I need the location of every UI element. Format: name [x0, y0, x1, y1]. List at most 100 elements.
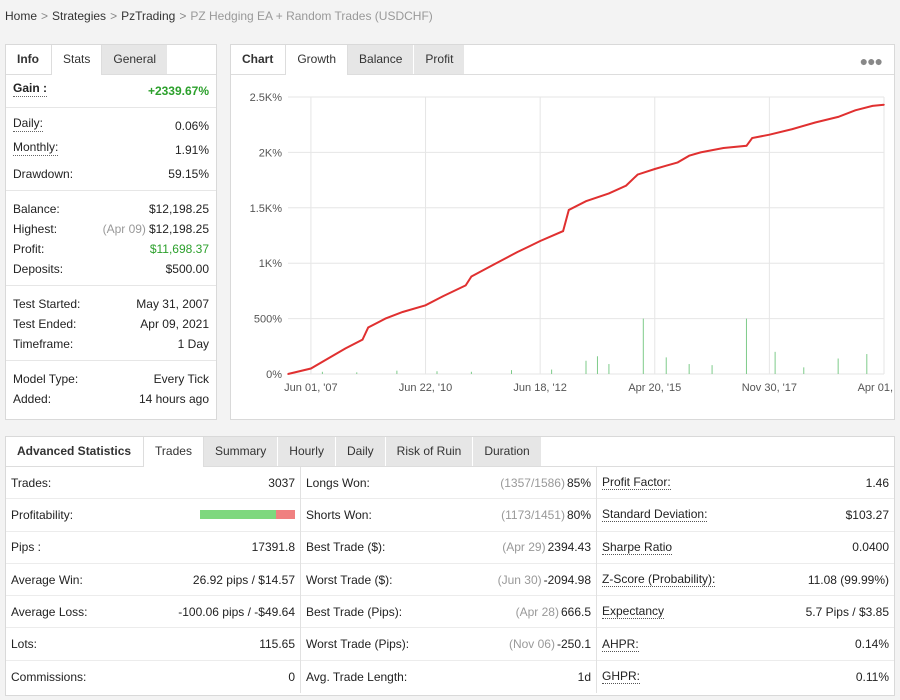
monthly-value: 1.91%	[174, 143, 209, 157]
breadcrumb-strategies[interactable]: Strategies	[52, 9, 107, 23]
info-panel: Info Stats General Gain : +2339.67% Dail…	[5, 44, 217, 420]
ahpr-value: 0.14%	[854, 637, 889, 652]
tab-duration[interactable]: Duration	[473, 437, 542, 466]
best-trade-usd-label: Best Trade ($):	[306, 540, 386, 555]
average-win-label: Average Win:	[11, 572, 83, 587]
growth-chart: 0% 500% 1K% 1.5K% 2K% 2.5K% Jun 01, '07 Jun 22,…	[250, 92, 894, 394]
worst-trade-usd-value: -2094.98	[543, 572, 591, 587]
stat-group-test: Test Started: May 31, 2007 Test Ended: A…	[6, 286, 216, 361]
more-dots-icon[interactable]: ●●●	[859, 53, 883, 69]
growth-point	[344, 347, 347, 350]
worst-trade-usd-row: Worst Trade ($): (Jun 30) -2094.98	[301, 564, 596, 597]
test-started-label: Test Started:	[13, 297, 81, 311]
tab-general[interactable]: General	[102, 45, 169, 74]
best-trade-pips-value-wrap: (Apr 28) 666.5	[516, 605, 591, 619]
lots-label: Lots:	[11, 637, 38, 652]
commissions-value: 0	[288, 669, 295, 684]
growth-point	[441, 295, 444, 298]
standard-deviation-label[interactable]: Standard Deviation:	[602, 507, 708, 523]
expectancy-label[interactable]: Expectancy	[602, 604, 665, 620]
x-tick-label: Jun 22, '10	[399, 382, 452, 394]
x-tick-label: Apr 20, '15	[628, 382, 681, 394]
profit-factor-label[interactable]: Profit Factor:	[602, 475, 671, 491]
lots-value: 115.65	[259, 637, 295, 652]
stat-group-balance: Balance: $12,198.25 Highest: (Apr 09) $12…	[6, 191, 216, 286]
growth-point	[464, 284, 467, 287]
balance-value: $12,198.25	[148, 202, 209, 216]
growth-point	[751, 137, 753, 139]
ahpr-label[interactable]: AHPR:	[602, 636, 639, 652]
expectancy-row: Expectancy 5.7 Pips / $3.85	[597, 596, 894, 629]
tab-hourly[interactable]: Hourly	[278, 437, 336, 466]
tab-growth[interactable]: Growth	[285, 45, 349, 75]
shorts-won-ratio: (1173/1451)	[501, 507, 565, 522]
z-score-label[interactable]: Z-Score (Probability):	[602, 572, 716, 588]
growth-point	[608, 192, 610, 195]
best-trade-pips-date: (Apr 28)	[515, 604, 559, 619]
timeframe-value: 1 Day	[177, 337, 209, 351]
deposits-label: Deposits:	[13, 262, 64, 276]
breadcrumb-home[interactable]: Home	[5, 9, 38, 23]
tab-daily[interactable]: Daily	[335, 437, 386, 466]
avg-trade-length-row: Avg. Trade Length: 1d	[301, 661, 596, 693]
tab-balance[interactable]: Balance	[348, 45, 415, 74]
gain-label[interactable]: Gain :	[13, 81, 48, 97]
trades-value: 3037	[268, 475, 295, 490]
longs-won-value-wrap: (1357/1586) 85%	[500, 476, 591, 490]
commissions-label: Commissions:	[11, 669, 87, 684]
sharpe-ratio-label[interactable]: Sharpe Ratio	[602, 539, 673, 555]
breadcrumb-separator: >	[179, 9, 187, 23]
growth-point	[665, 164, 668, 167]
added-label: Added:	[13, 392, 52, 406]
standard-deviation-value: $103.27	[845, 507, 889, 522]
tab-chart[interactable]: Chart	[231, 45, 286, 74]
breadcrumb-current: PZ Hedging EA + Random Trades (USDCHF)	[190, 9, 433, 23]
timeframe-row: Timeframe: 1 Day	[13, 334, 209, 354]
profitability-row: Profitability:	[6, 499, 300, 532]
deposits-value: $500.00	[165, 262, 209, 276]
breadcrumb-separator: >	[41, 9, 49, 23]
growth-point	[653, 168, 656, 170]
ghpr-label[interactable]: GHPR:	[602, 669, 641, 685]
tab-summary[interactable]: Summary	[203, 437, 279, 466]
growth-point	[470, 275, 473, 278]
profitability-bar	[200, 510, 295, 520]
breadcrumb-separator: >	[110, 9, 118, 23]
worst-trade-pips-row: Worst Trade (Pips): (Nov 06) -250.1	[301, 628, 596, 661]
tab-stats[interactable]: Stats	[51, 45, 103, 75]
average-win-value: 26.92 pips / $14.57	[192, 572, 295, 587]
daily-label[interactable]: Daily:	[13, 116, 44, 132]
growth-point	[699, 151, 702, 154]
y-tick-label: 2K%	[259, 147, 282, 159]
monthly-label[interactable]: Monthly:	[13, 140, 59, 156]
growth-point	[327, 357, 329, 360]
z-score-row: Z-Score (Probability): 11.08 (99.99%)	[597, 564, 894, 597]
chart-tabbar: Chart Growth Balance Profit	[231, 45, 894, 75]
profit-value: $11,698.37	[149, 242, 209, 256]
growth-point	[424, 304, 427, 307]
growth-point	[745, 144, 748, 147]
tab-info[interactable]: Info	[6, 45, 51, 74]
best-trade-pips-row: Best Trade (Pips): (Apr 28) 666.5	[301, 596, 596, 629]
x-tick-label: Apr 01, '21	[858, 382, 894, 394]
best-trade-pips-value: 666.5	[560, 604, 591, 619]
model-type-row: Model Type: Every Tick	[13, 369, 209, 389]
growth-point	[768, 133, 771, 136]
tab-risk-of-ruin[interactable]: Risk of Ruin	[385, 437, 474, 466]
stat-group-rates: Daily: 0.06% Monthly: 1.91% Drawdown: 59…	[6, 108, 216, 191]
breadcrumb-pztrading[interactable]: PzTrading	[121, 9, 176, 23]
growth-point	[688, 154, 690, 157]
highest-value: $12,198.25	[148, 222, 209, 236]
profit-row: Profit: $11,698.37	[13, 239, 209, 259]
best-trade-usd-value: 2394.43	[547, 540, 591, 555]
test-ended-row: Test Ended: Apr 09, 2021	[13, 314, 209, 334]
daily-row: Daily: 0.06%	[13, 116, 209, 136]
growth-point	[367, 326, 370, 329]
monthly-row: Monthly: 1.91%	[13, 140, 209, 160]
info-tabbar: Info Stats General	[6, 45, 216, 75]
tab-trades[interactable]: Trades	[143, 437, 204, 467]
tab-advanced-statistics[interactable]: Advanced Statistics	[6, 437, 144, 466]
test-started-value: May 31, 2007	[136, 297, 209, 311]
added-row: Added: 14 hours ago	[13, 389, 209, 409]
tab-profit[interactable]: Profit	[414, 45, 466, 74]
